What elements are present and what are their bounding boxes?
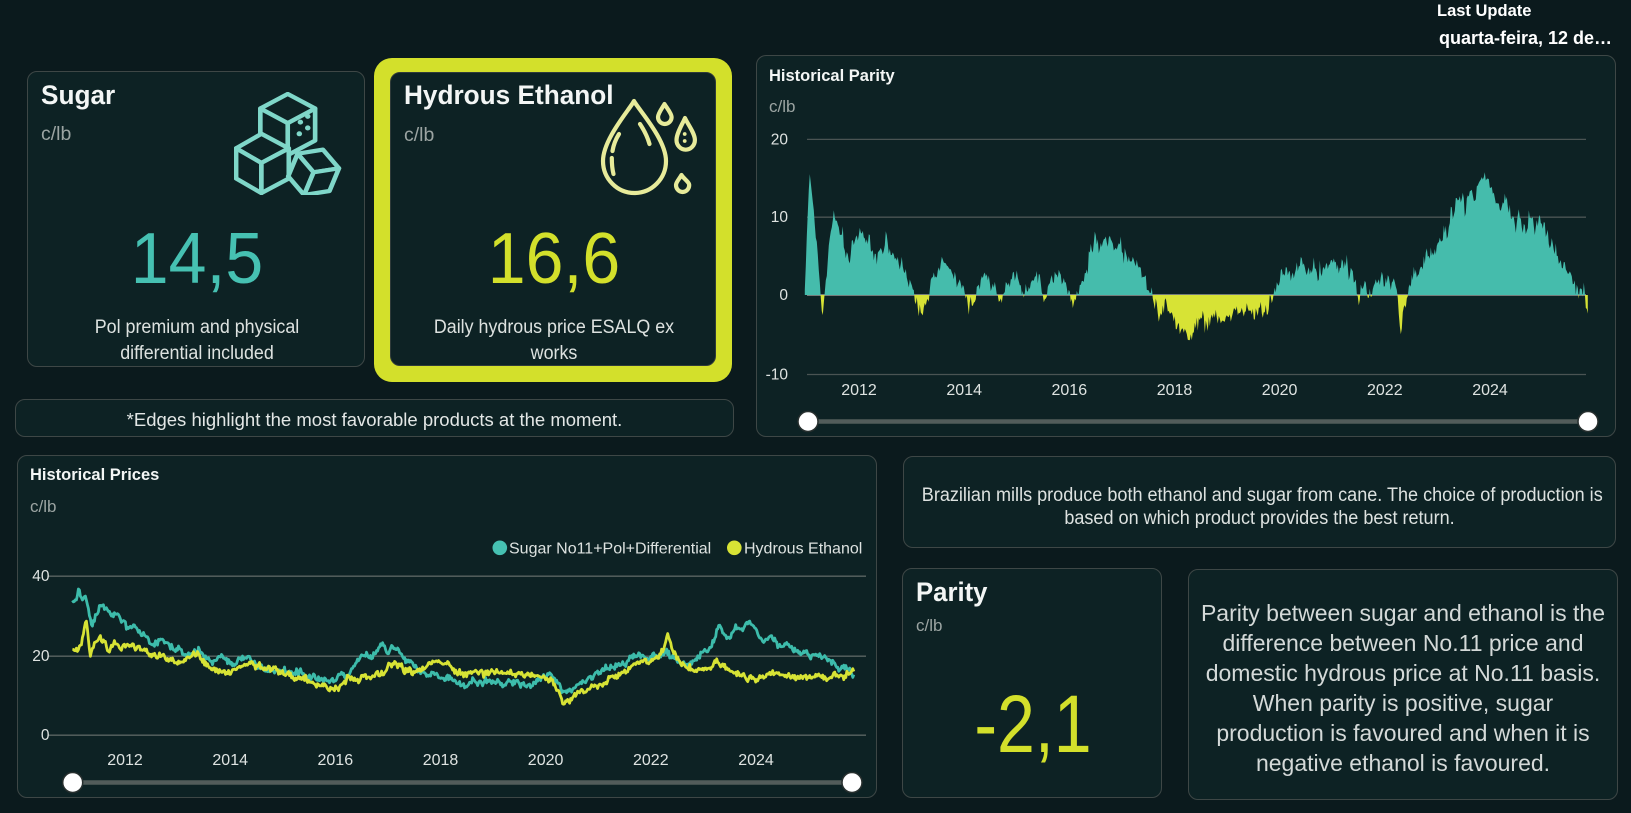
svg-text:2016: 2016 xyxy=(318,752,354,769)
svg-text:10: 10 xyxy=(771,209,789,226)
svg-text:2014: 2014 xyxy=(946,382,982,399)
svg-text:Sugar No11+Pol+Differential: Sugar No11+Pol+Differential xyxy=(509,540,711,557)
svg-text:2012: 2012 xyxy=(107,752,143,769)
svg-text:2016: 2016 xyxy=(1052,382,1088,399)
svg-text:2020: 2020 xyxy=(1262,382,1298,399)
svg-text:2018: 2018 xyxy=(423,752,459,769)
svg-text:20: 20 xyxy=(32,648,50,665)
svg-text:2020: 2020 xyxy=(528,752,564,769)
svg-text:-10: -10 xyxy=(766,367,789,384)
svg-text:2022: 2022 xyxy=(1367,382,1403,399)
svg-text:2018: 2018 xyxy=(1157,382,1193,399)
svg-text:2024: 2024 xyxy=(738,752,774,769)
svg-text:20: 20 xyxy=(771,131,789,148)
svg-text:2014: 2014 xyxy=(212,752,248,769)
svg-text:2024: 2024 xyxy=(1472,382,1508,399)
svg-text:40: 40 xyxy=(32,568,50,585)
svg-text:Hydrous Ethanol: Hydrous Ethanol xyxy=(744,540,862,557)
svg-text:0: 0 xyxy=(41,727,50,744)
svg-text:0: 0 xyxy=(779,287,788,304)
svg-text:2012: 2012 xyxy=(841,382,877,399)
svg-text:2022: 2022 xyxy=(633,752,669,769)
